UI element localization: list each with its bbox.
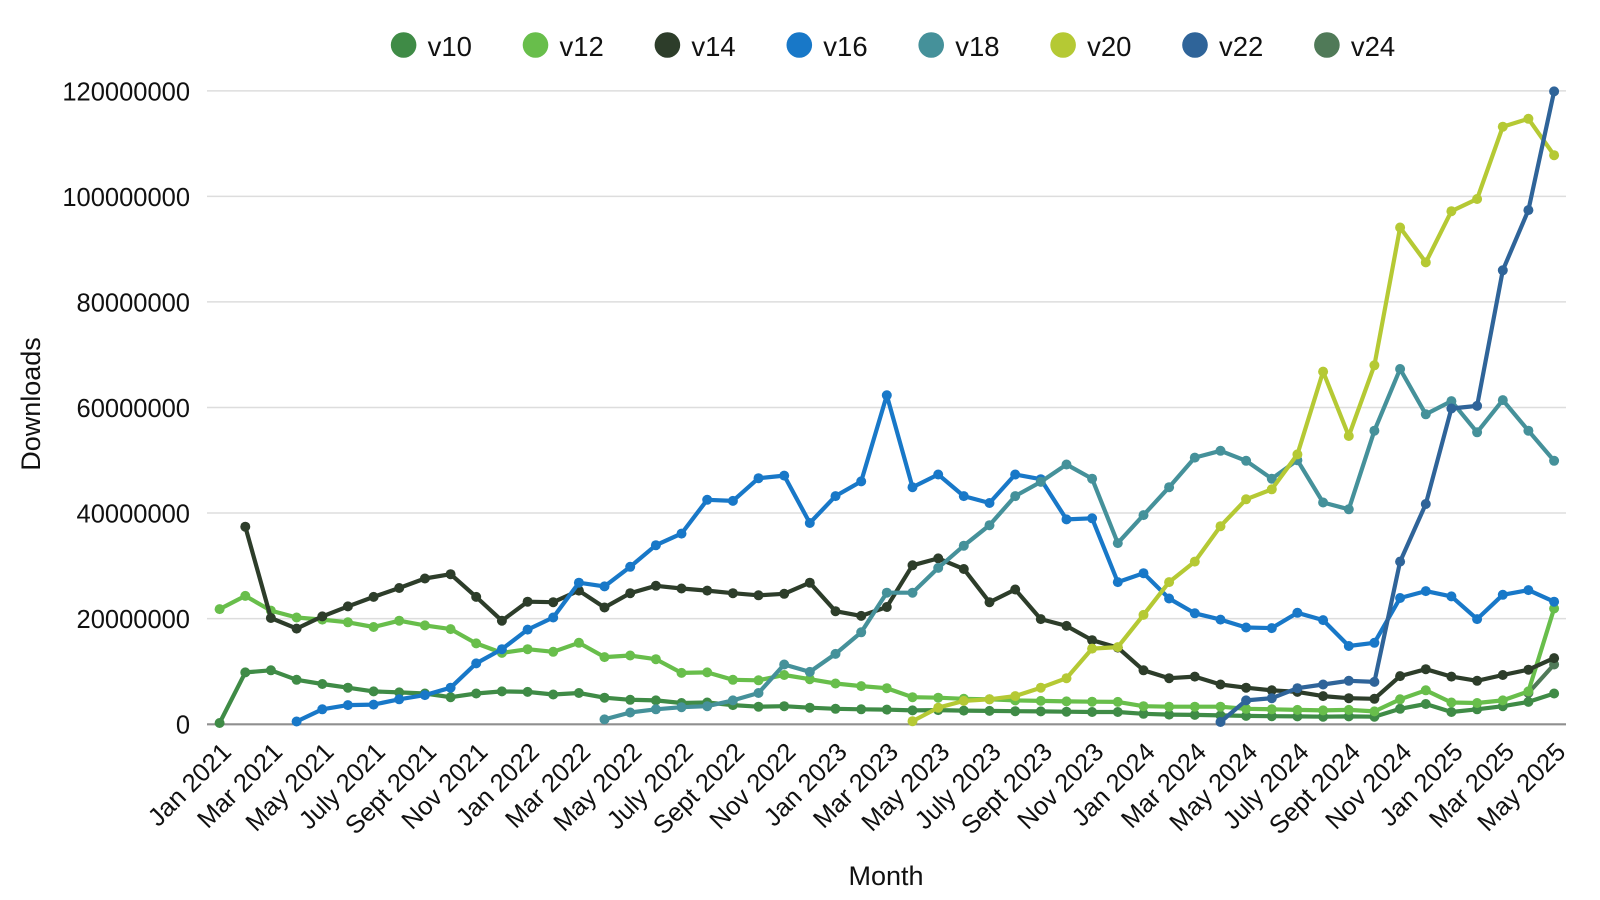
- svg-text:80000000: 80000000: [77, 289, 190, 317]
- svg-text:v20: v20: [1087, 31, 1131, 62]
- svg-text:100000000: 100000000: [62, 184, 190, 212]
- svg-text:60000000: 60000000: [77, 395, 190, 423]
- svg-text:v10: v10: [428, 31, 472, 62]
- svg-text:Downloads: Downloads: [16, 337, 46, 471]
- svg-text:120000000: 120000000: [62, 78, 190, 106]
- svg-text:Month: Month: [848, 861, 923, 891]
- svg-text:v24: v24: [1351, 31, 1395, 62]
- svg-text:v16: v16: [823, 31, 867, 62]
- svg-text:v18: v18: [955, 31, 999, 62]
- svg-text:40000000: 40000000: [77, 501, 190, 529]
- svg-text:v14: v14: [691, 31, 735, 62]
- svg-text:0: 0: [176, 712, 190, 740]
- svg-text:v12: v12: [560, 31, 604, 62]
- svg-text:20000000: 20000000: [77, 606, 190, 634]
- svg-text:v22: v22: [1219, 31, 1263, 62]
